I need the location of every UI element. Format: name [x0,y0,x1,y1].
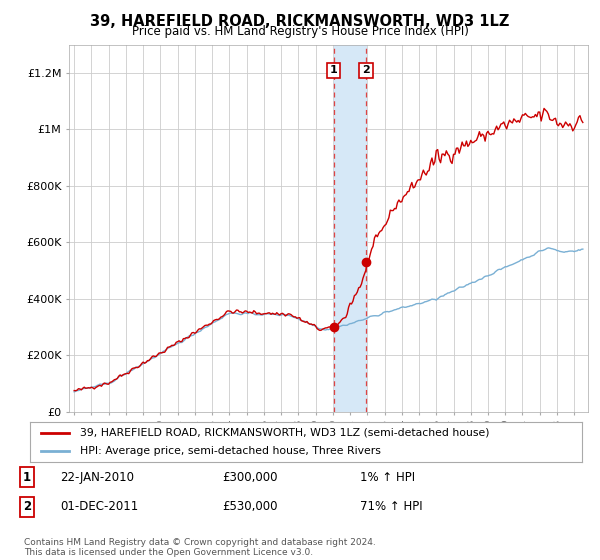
Text: Contains HM Land Registry data © Crown copyright and database right 2024.
This d: Contains HM Land Registry data © Crown c… [24,538,376,557]
Text: 71% ↑ HPI: 71% ↑ HPI [360,500,422,514]
Text: 39, HAREFIELD ROAD, RICKMANSWORTH, WD3 1LZ (semi-detached house): 39, HAREFIELD ROAD, RICKMANSWORTH, WD3 1… [80,428,489,438]
Text: 2: 2 [362,66,370,76]
Text: £300,000: £300,000 [222,470,277,484]
Text: HPI: Average price, semi-detached house, Three Rivers: HPI: Average price, semi-detached house,… [80,446,380,456]
Text: 1: 1 [23,470,31,484]
Bar [334,45,366,412]
Text: 1% ↑ HPI: 1% ↑ HPI [360,470,415,484]
Text: 22-JAN-2010: 22-JAN-2010 [60,470,134,484]
Text: 01-DEC-2011: 01-DEC-2011 [60,500,138,514]
Text: 1: 1 [330,66,338,76]
Text: 39, HAREFIELD ROAD, RICKMANSWORTH, WD3 1LZ: 39, HAREFIELD ROAD, RICKMANSWORTH, WD3 1… [91,14,509,29]
Text: 2: 2 [23,500,31,514]
Text: Price paid vs. HM Land Registry's House Price Index (HPI): Price paid vs. HM Land Registry's House … [131,25,469,38]
Text: £530,000: £530,000 [222,500,277,514]
